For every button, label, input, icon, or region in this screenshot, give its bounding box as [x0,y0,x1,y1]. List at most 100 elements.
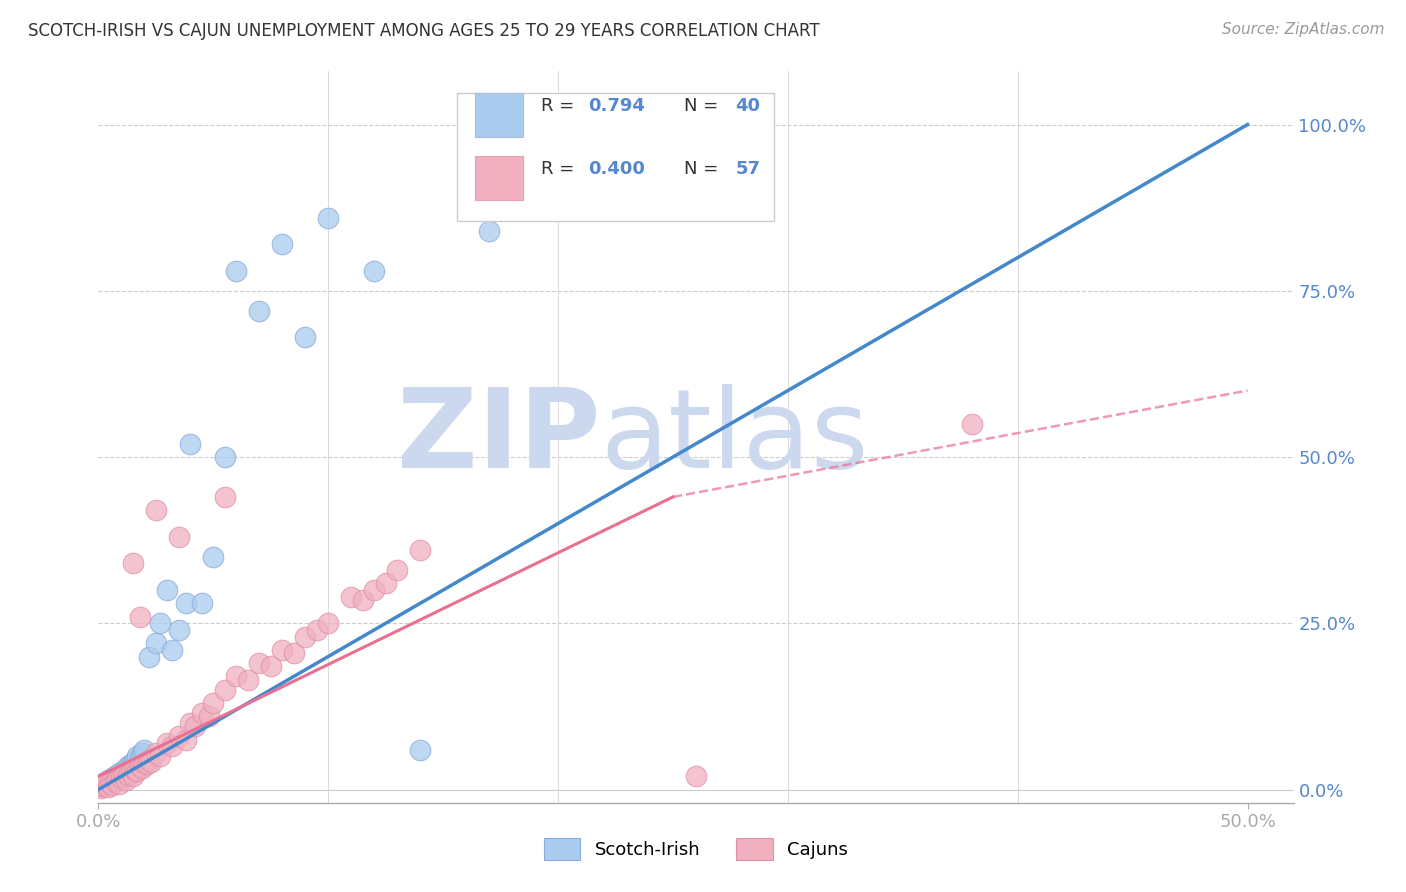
Text: R =: R = [541,97,579,115]
Point [316,211,339,225]
Point [97,772,120,787]
Point [271,643,294,657]
Point [167,530,190,544]
Point [90,781,112,796]
FancyBboxPatch shape [475,156,523,200]
Point [225,264,247,278]
Point [145,503,167,517]
Point [363,264,385,278]
Text: atlas: atlas [600,384,869,491]
Point [960,417,983,431]
Point [184,719,207,733]
Point [160,739,183,754]
Point [174,596,197,610]
Point [271,237,294,252]
Point [101,771,124,785]
Point [260,659,283,673]
Point [94,777,117,791]
Point [112,763,135,777]
Point [294,330,316,344]
Point [167,729,190,743]
Point [167,623,190,637]
Text: Source: ZipAtlas.com: Source: ZipAtlas.com [1222,22,1385,37]
Point [156,582,179,597]
Point [352,593,374,607]
Point [108,765,131,780]
Point [115,772,138,787]
Point [236,673,259,687]
Point [685,769,707,783]
Point [179,436,201,450]
Point [105,772,128,787]
Point [127,764,149,778]
Point [105,773,128,788]
Point [110,771,132,785]
Point [160,643,183,657]
Point [385,563,409,577]
Point [191,706,214,720]
Point [179,716,201,731]
Point [294,630,316,644]
Point [478,224,501,238]
Point [138,649,160,664]
Point [374,576,396,591]
Point [247,656,270,670]
Point [108,776,131,790]
Point [134,742,156,756]
Point [103,774,125,789]
Point [363,582,385,597]
Point [128,609,150,624]
Point [91,779,114,793]
Point [103,769,125,783]
Point [110,768,132,782]
Point [174,732,197,747]
Point [225,669,247,683]
Point [120,765,142,780]
Text: 40: 40 [735,97,761,115]
Point [122,756,145,770]
Point [156,736,179,750]
Point [124,753,146,767]
Point [191,596,214,610]
Point [127,749,149,764]
Point [145,636,167,650]
Point [124,763,146,777]
Point [214,450,236,464]
Point [112,769,135,783]
Text: R =: R = [541,160,579,178]
Point [120,757,142,772]
Point [145,746,167,760]
Point [149,616,172,631]
Point [141,755,163,769]
Point [98,774,121,789]
Point [131,761,153,775]
Point [101,778,124,792]
Point [305,623,328,637]
Point [340,590,363,604]
Text: 0.400: 0.400 [589,160,645,178]
Point [247,303,270,318]
Point [90,779,112,793]
Point [214,682,236,697]
Legend: Scotch-Irish, Cajuns: Scotch-Irish, Cajuns [537,830,855,867]
Point [202,696,225,710]
Point [135,757,157,772]
Text: 0.794: 0.794 [589,97,645,115]
Point [316,616,339,631]
Point [122,557,145,571]
Point [98,776,121,790]
Point [134,756,156,770]
Point [131,746,153,760]
Point [197,709,219,723]
Point [122,769,145,783]
Point [128,750,150,764]
Point [202,549,225,564]
Point [117,759,139,773]
Point [128,759,150,773]
FancyBboxPatch shape [457,94,773,221]
Point [138,753,160,767]
Point [94,777,117,791]
Point [283,646,305,660]
Point [214,490,236,504]
FancyBboxPatch shape [475,93,523,136]
